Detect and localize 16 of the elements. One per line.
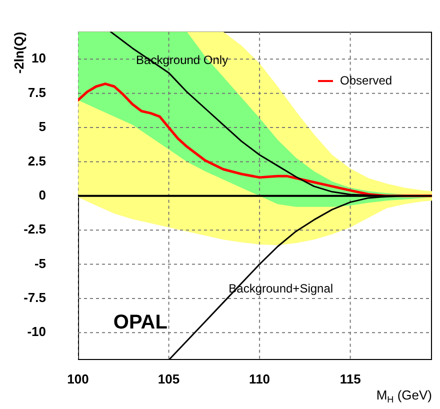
x-tick-label: 100 bbox=[67, 371, 89, 386]
y-axis-title: -2ln(Q) bbox=[12, 32, 27, 74]
legend-label: Observed bbox=[340, 73, 392, 88]
y-tick-label: 5 bbox=[38, 119, 46, 134]
x-tick-label: 115 bbox=[340, 371, 361, 386]
y-tick-label: 2.5 bbox=[28, 153, 46, 168]
y-tick-label: 0 bbox=[38, 187, 46, 202]
y-tick-label: -10 bbox=[27, 324, 46, 340]
y-tick-label: -7.5 bbox=[24, 290, 46, 306]
y-tick-label: -5 bbox=[34, 256, 46, 271]
y-tick-label: 10 bbox=[32, 50, 46, 66]
x-tick-label: 110 bbox=[249, 371, 270, 386]
annotation: OPAL bbox=[113, 311, 168, 334]
y-tick-label: -2.5 bbox=[24, 222, 46, 237]
y-tick-label: 7.5 bbox=[28, 84, 46, 100]
x-tick-label: 105 bbox=[158, 371, 180, 386]
